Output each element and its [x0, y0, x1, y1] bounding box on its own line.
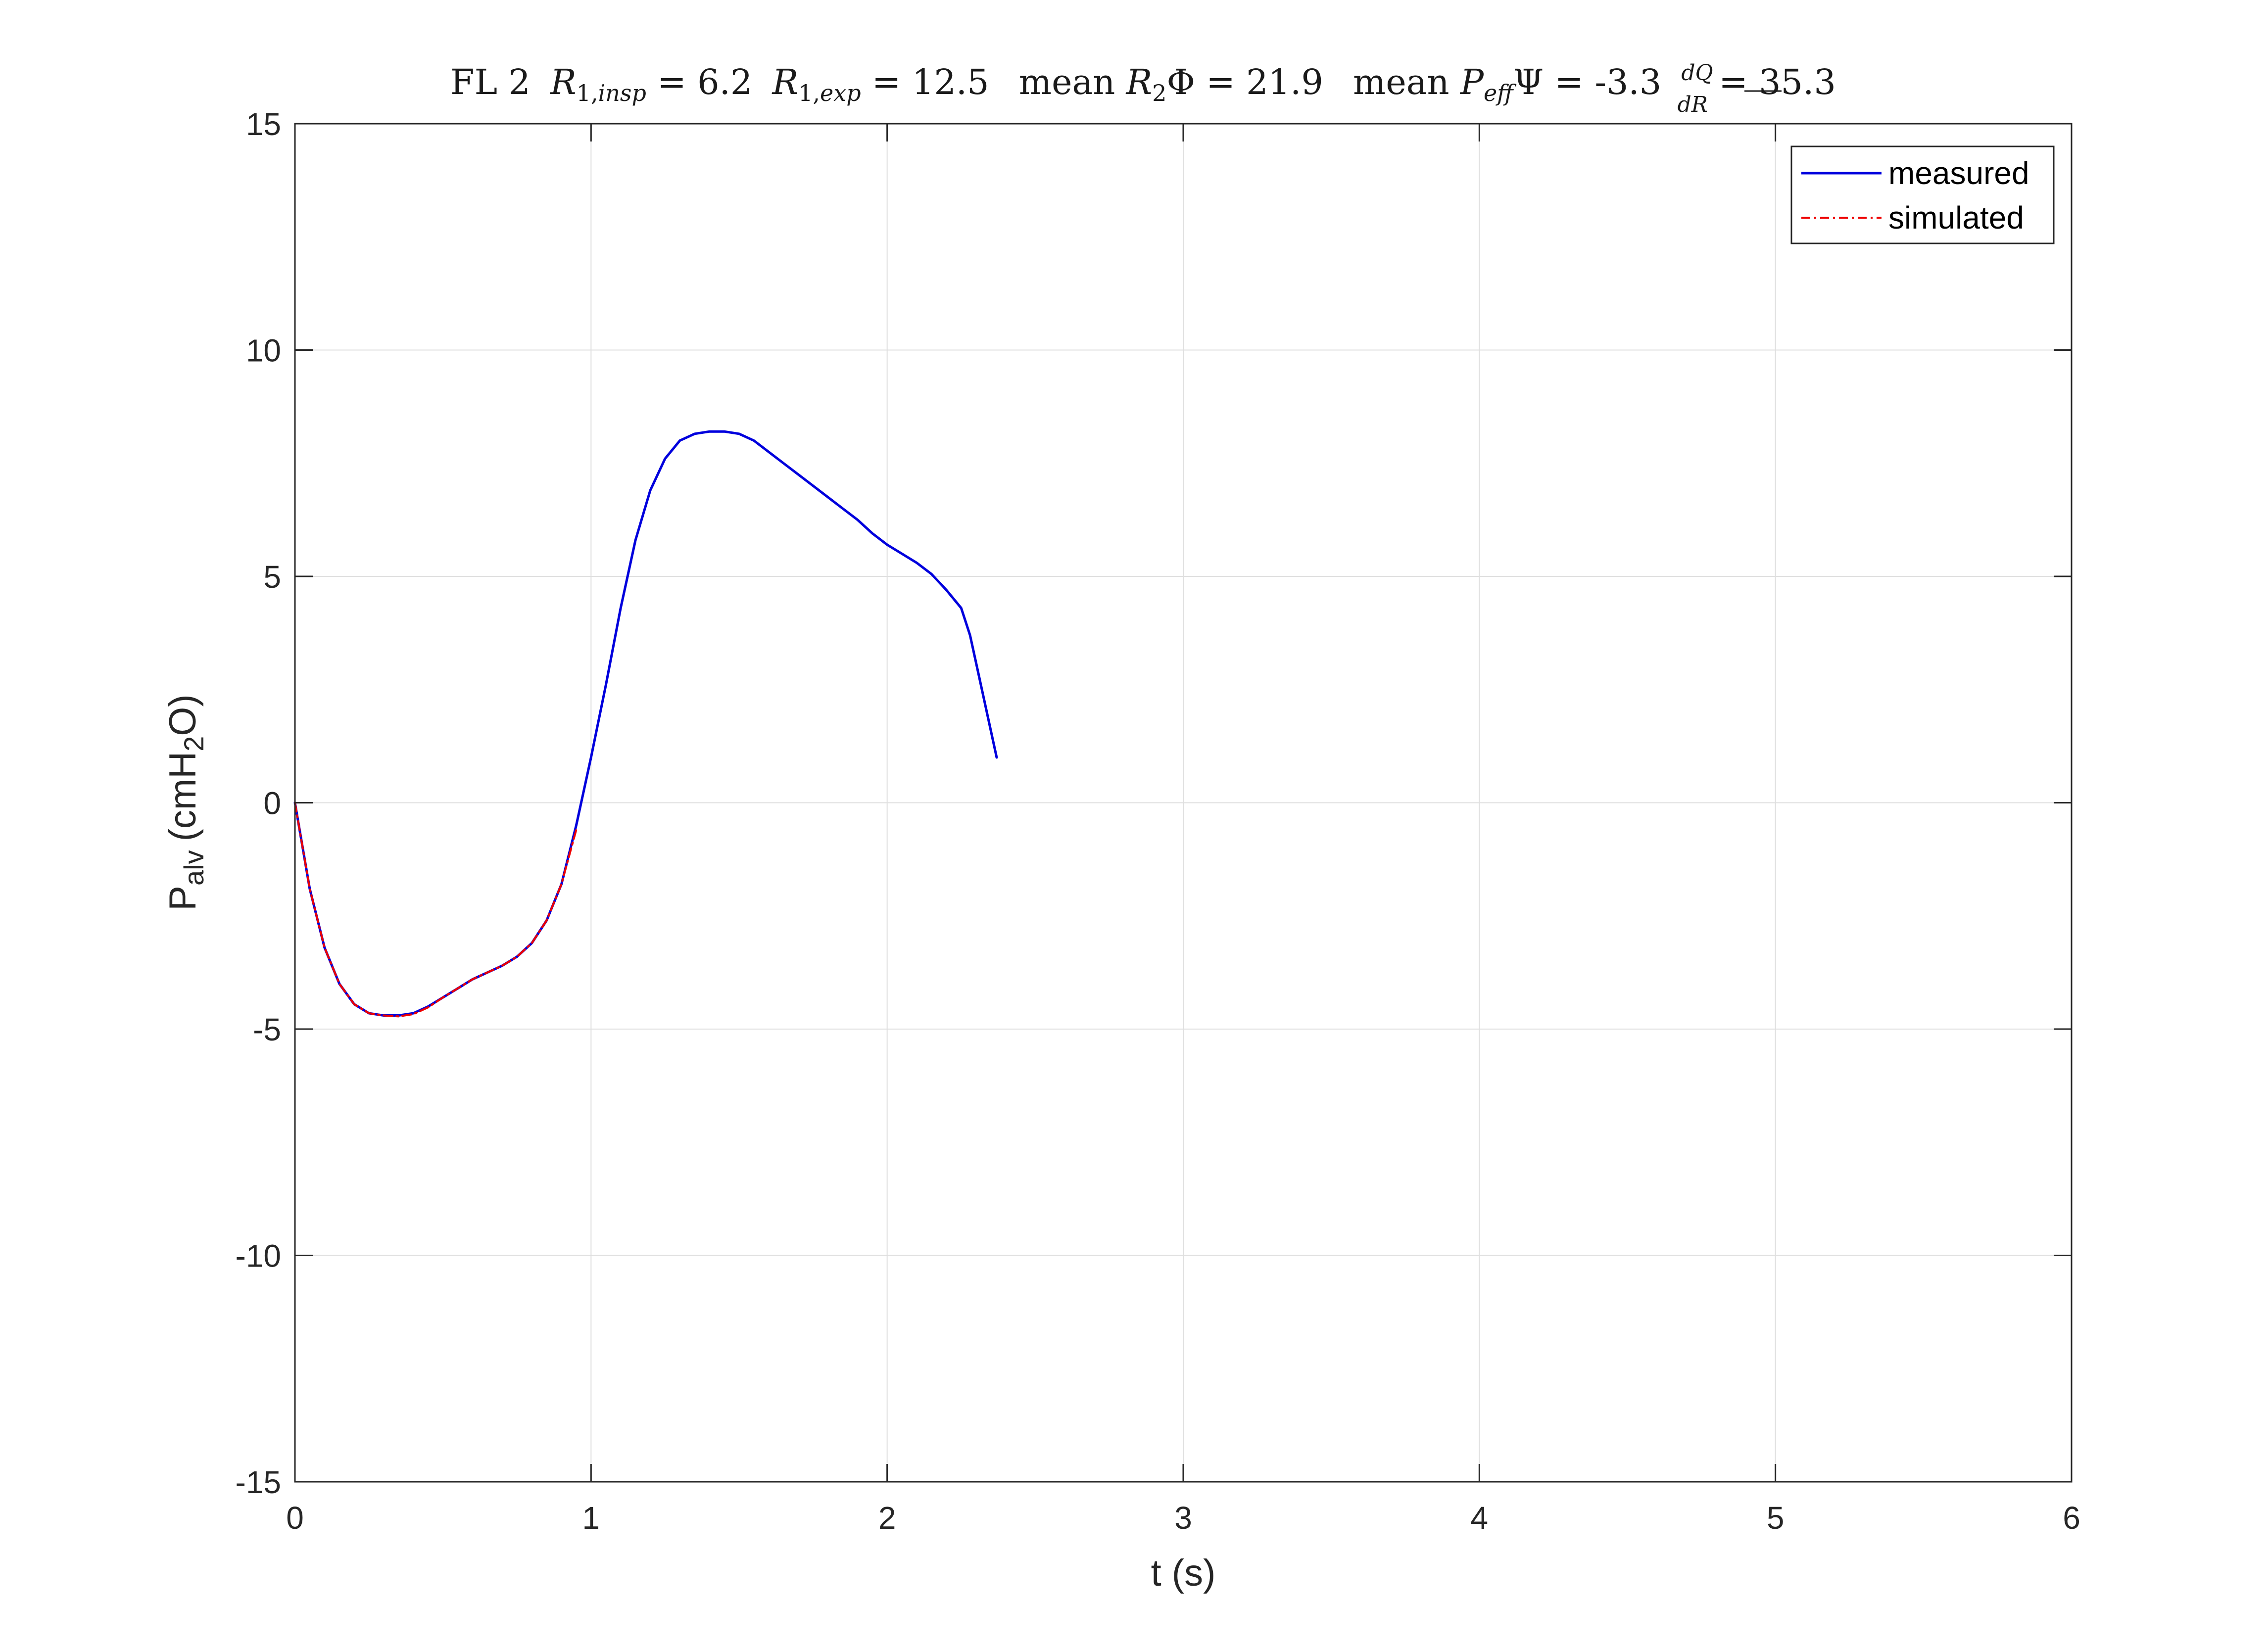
- y-tick-label: 15: [246, 106, 281, 142]
- legend: measured simulated: [1790, 145, 2055, 244]
- y-label-unit-subscript: 2: [178, 736, 209, 752]
- y-label-unit-suffix: O): [162, 694, 204, 736]
- y-label-subscript: alv: [178, 850, 209, 886]
- x-tick-label: 0: [286, 1500, 304, 1536]
- title-mean-r2phi: 21.9: [1246, 62, 1323, 102]
- title-dqdr: 35.3: [1759, 62, 1836, 102]
- x-tick-label: 6: [2063, 1500, 2080, 1536]
- title-r1-insp: 6.2: [697, 62, 752, 102]
- y-tick-label: -10: [236, 1238, 282, 1274]
- title-prefix: FL 2: [450, 62, 531, 102]
- y-tick-label: 5: [263, 559, 281, 595]
- legend-box: [1790, 145, 2055, 244]
- legend-label-simulated: simulated: [1888, 200, 2024, 236]
- y-axis-label: Palv (cmH2O): [162, 694, 209, 910]
- chart-title: FL 2 R1,insp = 6.2 R1,exp = 12.5 mean R2Φ =…: [450, 60, 1836, 117]
- axis-tick-labels: 0 1 2 3 4 5 6 -15 -10 -5 0 5 10 15: [236, 106, 2080, 1536]
- title-mean-peffpsi: -3.3: [1594, 62, 1661, 102]
- y-label-main: P: [162, 886, 204, 911]
- x-tick-label: 2: [878, 1500, 896, 1536]
- y-label-unit-prefix: (cmH: [162, 752, 204, 842]
- axis-ticks: [294, 123, 2073, 1483]
- y-tick-label: -5: [253, 1012, 281, 1047]
- title-r1-exp: 12.5: [912, 62, 989, 102]
- y-tick-label: 0: [263, 786, 281, 821]
- x-tick-label: 5: [1767, 1500, 1785, 1536]
- series-lines: [293, 430, 998, 1018]
- legend-label-measured: measured: [1888, 155, 2029, 191]
- x-tick-label: 4: [1471, 1500, 1489, 1536]
- x-tick-label: 3: [1174, 1500, 1192, 1536]
- x-tick-label: 1: [582, 1500, 600, 1536]
- y-tick-label: 10: [246, 333, 281, 369]
- series-line-simulated: [294, 801, 578, 1018]
- y-tick-label: -15: [236, 1464, 282, 1500]
- x-axis-label: t (s): [1151, 1552, 1216, 1594]
